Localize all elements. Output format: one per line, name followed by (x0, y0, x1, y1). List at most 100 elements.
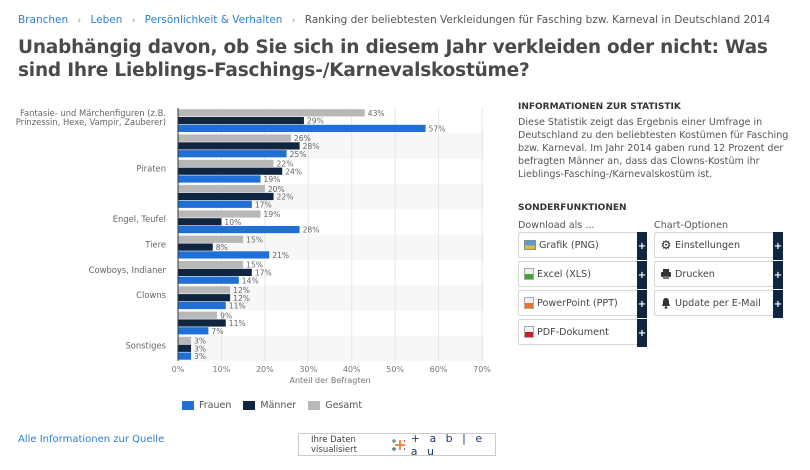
data-label: 19% (264, 210, 281, 219)
legend-item-gesamt[interactable]: Gesamt (308, 400, 362, 411)
print-button[interactable]: Drucken + (654, 261, 783, 289)
x-tick-label: 50% (386, 365, 404, 374)
image-file-icon (524, 240, 536, 250)
legend-swatch-frauen (182, 401, 194, 410)
breadcrumb-leben[interactable]: Leben (90, 14, 123, 26)
category-label: Clowns (136, 290, 166, 300)
bar-maenner (178, 319, 226, 327)
x-tick-label: 10% (213, 365, 231, 374)
data-label: 3% (194, 337, 206, 346)
download-png-button[interactable]: Grafik (PNG) + (518, 232, 647, 260)
breadcrumb: Branchen › Leben › Persönlichkeit & Verh… (18, 14, 770, 26)
download-label: Download als ... (518, 220, 595, 231)
plus-icon[interactable]: + (637, 319, 647, 347)
special-functions: SONDERFUNKTIONEN Download als ... Chart-… (518, 203, 798, 347)
data-label: 19% (264, 175, 281, 184)
legend-item-frauen[interactable]: Frauen (182, 400, 231, 411)
bar-frauen (178, 251, 270, 259)
data-label: 11% (229, 302, 246, 311)
source-info-link[interactable]: Alle Informationen zur Quelle (18, 434, 165, 445)
tableau-logo-icon (391, 438, 405, 451)
plus-icon[interactable]: + (773, 232, 783, 260)
button-label: Grafik (PNG) (539, 239, 599, 251)
data-label: 15% (246, 261, 263, 270)
bar-frauen (178, 276, 239, 284)
legend-label: Frauen (199, 400, 232, 411)
bar-frauen (178, 352, 192, 360)
bar-chart: 43% 29% 57% Fantasie- und Märchenfiguren (z… (0, 100, 500, 420)
breadcrumb-separator: › (77, 16, 82, 26)
data-label: 15% (246, 235, 263, 244)
bar-gesamt (178, 210, 261, 218)
x-axis-title: Anteil der Befragten (289, 376, 370, 385)
download-pdf-button[interactable]: PDF-Dokument + (518, 319, 647, 347)
bar-gesamt (178, 134, 291, 142)
tableau-text: Ihre Daten visualisiert (311, 434, 357, 455)
bar-maenner (178, 167, 283, 175)
bar-maenner (178, 344, 192, 352)
breadcrumb-current: Ranking der beliebtesten Verkleidungen f… (304, 14, 771, 26)
legend-label: Männer (260, 400, 297, 411)
download-xls-button[interactable]: Excel (XLS) + (518, 261, 647, 289)
data-label: 17% (255, 269, 272, 278)
plus-icon[interactable]: + (637, 261, 647, 289)
bar-gesamt (178, 286, 231, 294)
tableau-banner[interactable]: Ihre Daten visualisiert + a b | e a u (298, 431, 496, 458)
button-label: Update per E-Mail (675, 297, 761, 309)
data-label: 8% (216, 243, 228, 252)
bar-maenner (178, 218, 222, 226)
data-label: 14% (242, 276, 259, 285)
legend-label: Gesamt (325, 400, 363, 411)
plus-icon[interactable]: + (773, 261, 783, 289)
breadcrumb-separator: › (131, 16, 136, 26)
plus-icon[interactable]: + (637, 290, 647, 318)
bar-gesamt (178, 109, 365, 117)
bar-maenner (178, 142, 300, 150)
bar-maenner (178, 117, 304, 125)
chart-options-label: Chart-Optionen (654, 220, 729, 231)
data-label: 57% (429, 125, 446, 134)
page-title: Unabhängig davon, ob Sie sich in diesem … (18, 37, 768, 81)
button-label: Drucken (675, 268, 715, 280)
x-tick-label: 30% (299, 365, 317, 374)
bar-maenner (178, 192, 274, 201)
button-label: PDF-Dokument (537, 326, 609, 338)
settings-button[interactable]: ⚙ Einstellungen + (654, 232, 783, 260)
data-label: 28% (303, 226, 320, 235)
data-label: 11% (229, 319, 246, 328)
data-label: 3% (194, 344, 206, 353)
plus-icon[interactable]: + (773, 290, 783, 318)
pdf-file-icon (524, 326, 534, 338)
download-ppt-button[interactable]: PowerPoint (PPT) + (518, 290, 647, 318)
legend-swatch-gesamt (308, 401, 321, 410)
excel-file-icon (524, 268, 534, 280)
legend-item-maenner[interactable]: Männer (243, 400, 296, 411)
gear-icon: ⚙ (660, 238, 672, 252)
data-label: 25% (290, 150, 307, 159)
data-label: 22% (277, 160, 294, 169)
tableau-wordmark: + a b | e a u (410, 431, 486, 458)
x-tick-label: 20% (256, 365, 274, 374)
email-update-button[interactable]: Update per E-Mail + (654, 290, 783, 318)
bar-frauen (178, 301, 226, 310)
bar-frauen (178, 200, 252, 208)
category-label: Engel, Teufel (113, 214, 166, 224)
x-tick-label: 70% (473, 365, 491, 374)
breadcrumb-branchen[interactable]: Branchen (18, 14, 69, 26)
info-text: Diese Statistik zeigt das Ergebnis einer… (518, 117, 789, 180)
row-stripe (178, 335, 484, 361)
breadcrumb-persoenlichkeit[interactable]: Persönlichkeit & Verhalten (144, 14, 283, 26)
plus-icon[interactable]: + (637, 232, 647, 260)
bar-gesamt (178, 261, 244, 269)
data-label: 3% (194, 352, 206, 361)
category-label: Sonstiges (125, 341, 166, 351)
printer-icon (660, 268, 672, 280)
button-label: PowerPoint (PPT) (537, 297, 618, 309)
data-label: 21% (272, 251, 289, 260)
category-label: Cowboys, Indianer (89, 265, 167, 275)
data-label: 26% (294, 134, 311, 143)
bar-maenner (178, 243, 213, 251)
data-label: 22% (277, 193, 294, 202)
button-label: Excel (XLS) (537, 268, 591, 280)
x-tick-label: 60% (430, 365, 448, 374)
